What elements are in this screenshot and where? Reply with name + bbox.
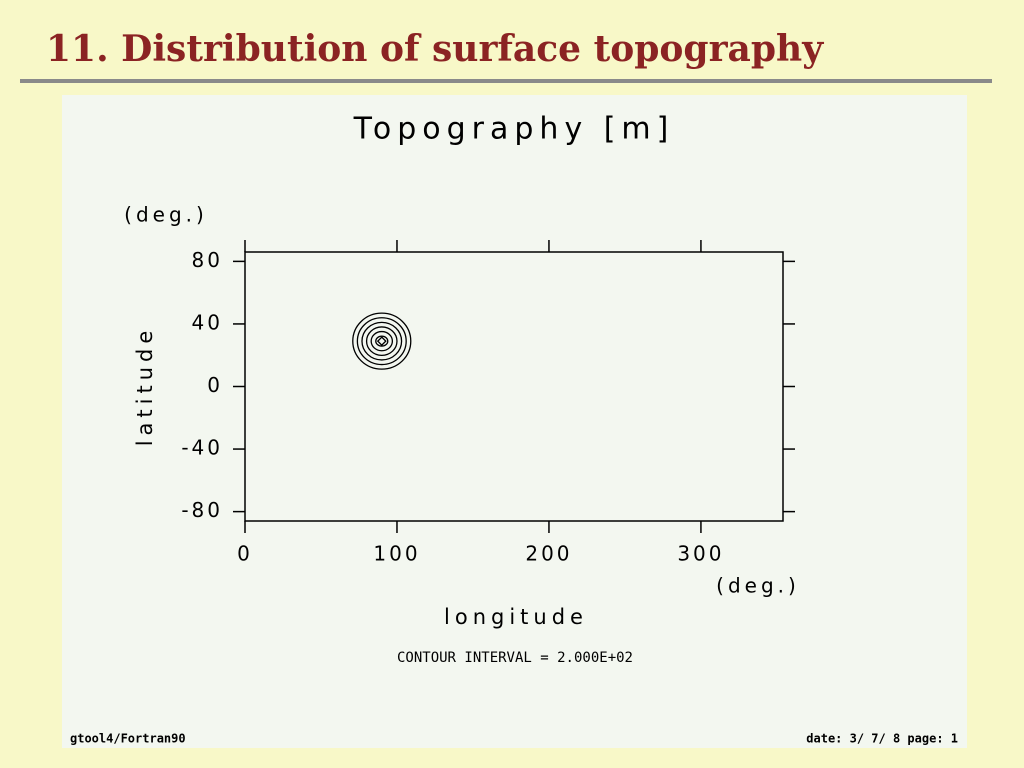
contour-line <box>370 330 394 352</box>
plot-panel <box>62 95 967 748</box>
y-tick-label: 40 <box>192 310 223 334</box>
x-tick-label: 300 <box>677 542 724 566</box>
chart-title: Topography [m] <box>353 112 675 147</box>
footer-right: date: 3/ 7/ 8 page: 1 <box>806 732 958 746</box>
peak <box>376 336 387 347</box>
y-tick-label: -80 <box>181 498 223 522</box>
contour-line <box>356 317 407 366</box>
y-tick-label: -40 <box>181 436 223 460</box>
y-unit: (deg.) <box>124 203 208 227</box>
contour-line <box>352 312 412 370</box>
y-tick-label: 0 <box>207 373 223 397</box>
slide-title: 11. Distribution of surface topography <box>46 28 824 70</box>
x-tick-label: 0 <box>237 542 253 566</box>
annotation: CONTOUR INTERVAL = 2.000E+02 <box>397 650 633 666</box>
footer-left: gtool4/Fortran90 <box>70 732 186 746</box>
y-axis-label: latitude <box>133 326 157 447</box>
x-unit: (deg.) <box>716 574 800 598</box>
x-axis-label: longitude <box>444 605 588 629</box>
contour-line <box>375 335 389 347</box>
x-tick-label: 200 <box>525 542 572 566</box>
contour-line <box>361 321 403 361</box>
title-rule <box>20 79 992 83</box>
y-tick-label: 80 <box>192 248 223 272</box>
contour-line <box>365 326 398 356</box>
x-tick-label: 100 <box>373 542 420 566</box>
